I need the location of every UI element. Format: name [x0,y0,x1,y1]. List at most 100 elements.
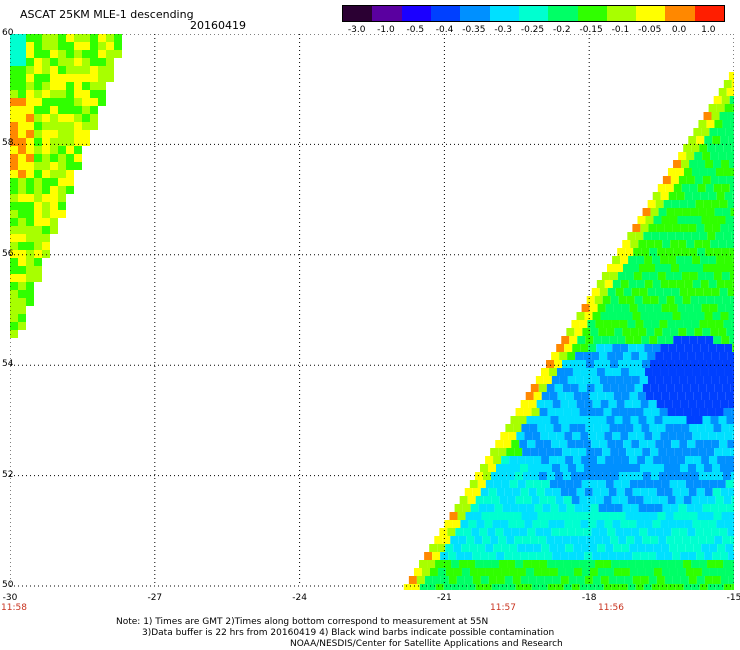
wind-cell [612,368,621,376]
wind-cell [727,264,734,272]
wind-cell [518,504,527,512]
wind-cell [673,184,682,192]
wind-cell [724,344,733,352]
wind-cell [42,74,50,82]
wind-cell [528,552,537,560]
wind-cell [728,464,734,472]
wind-cell [10,290,18,298]
wind-cell [629,480,638,488]
wind-cell [667,232,676,240]
wind-cell [482,536,491,544]
wind-cell [725,568,734,576]
wind-cell [18,138,26,146]
wind-cell [713,160,722,168]
wind-cell [499,496,508,504]
wind-cell [74,154,82,162]
wind-cell [505,424,514,432]
wind-cell [58,82,66,90]
colorbar-label: -0.2 [553,25,571,35]
wind-cell [18,314,26,322]
wind-cell [715,320,724,328]
wind-cell [26,82,34,90]
wind-cell [661,304,670,312]
wind-cell [595,560,604,568]
wind-cell [669,480,678,488]
wind-cell [637,568,646,576]
wind-cell [643,232,652,240]
wind-cell [498,536,507,544]
wind-cell [58,210,66,218]
wind-cell [616,552,625,560]
wind-cell [559,528,568,536]
wind-cell [74,130,82,138]
wind-cell [90,58,98,66]
wind-cell [713,336,722,344]
wind-cell [585,424,594,432]
wind-cell [549,480,558,488]
wind-cell [114,50,122,58]
wind-cell [453,568,462,576]
wind-cell [717,456,726,464]
wind-cell [721,160,730,168]
wind-cell [704,400,713,408]
colorbar-segment [430,6,461,21]
wind-cell [671,528,680,536]
wind-cell [98,98,106,106]
wind-cell [664,312,673,320]
wind-cell [10,282,18,290]
wind-cell [726,328,734,336]
wind-cell [58,154,66,162]
wind-cell [712,464,720,472]
wind-cell [10,250,18,258]
wind-cell [599,440,608,448]
wind-cell [721,512,730,520]
wind-cell [731,80,734,88]
wind-cell [685,216,694,224]
wind-cell [662,504,671,512]
wind-cell [684,520,693,528]
wind-cell [618,360,627,368]
wind-cell [429,544,438,552]
wind-cell [464,576,473,584]
wind-cell [10,42,18,50]
wind-cell [556,432,565,440]
wind-cell [18,178,26,186]
wind-cell [674,208,683,216]
wind-cell [697,248,706,256]
wind-cell [620,256,629,264]
wind-cell [82,42,90,50]
wind-cell [10,274,18,282]
wind-cell [489,512,498,520]
wind-cell [543,440,552,448]
wind-cell [26,130,34,138]
wind-cell [594,296,603,304]
wind-cell [647,528,656,536]
wind-cell [699,496,708,504]
wind-cell [600,488,609,496]
wind-cell [42,186,50,194]
wind-cell [695,352,704,360]
wind-cell [42,226,50,234]
wind-cell [691,168,700,176]
wind-cell [90,42,98,50]
wind-cell [550,416,559,424]
wind-cell [488,576,497,584]
wind-cell [34,202,42,210]
wind-cell [472,552,481,560]
wind-cell [535,528,544,536]
longitude-label: -24 [292,593,307,603]
wind-cell [560,576,569,584]
wind-cell [607,288,616,296]
wind-cell [716,256,725,264]
wind-cell [673,424,682,432]
wind-cell [488,552,497,560]
wind-cell [26,66,34,74]
wind-cell [633,272,642,280]
wind-cell [730,296,734,304]
wind-cell [98,74,106,82]
wind-cell [593,512,602,520]
wind-cell [628,280,637,288]
wind-cell [721,96,730,104]
wind-cell [584,488,593,496]
wind-cell [679,200,688,208]
